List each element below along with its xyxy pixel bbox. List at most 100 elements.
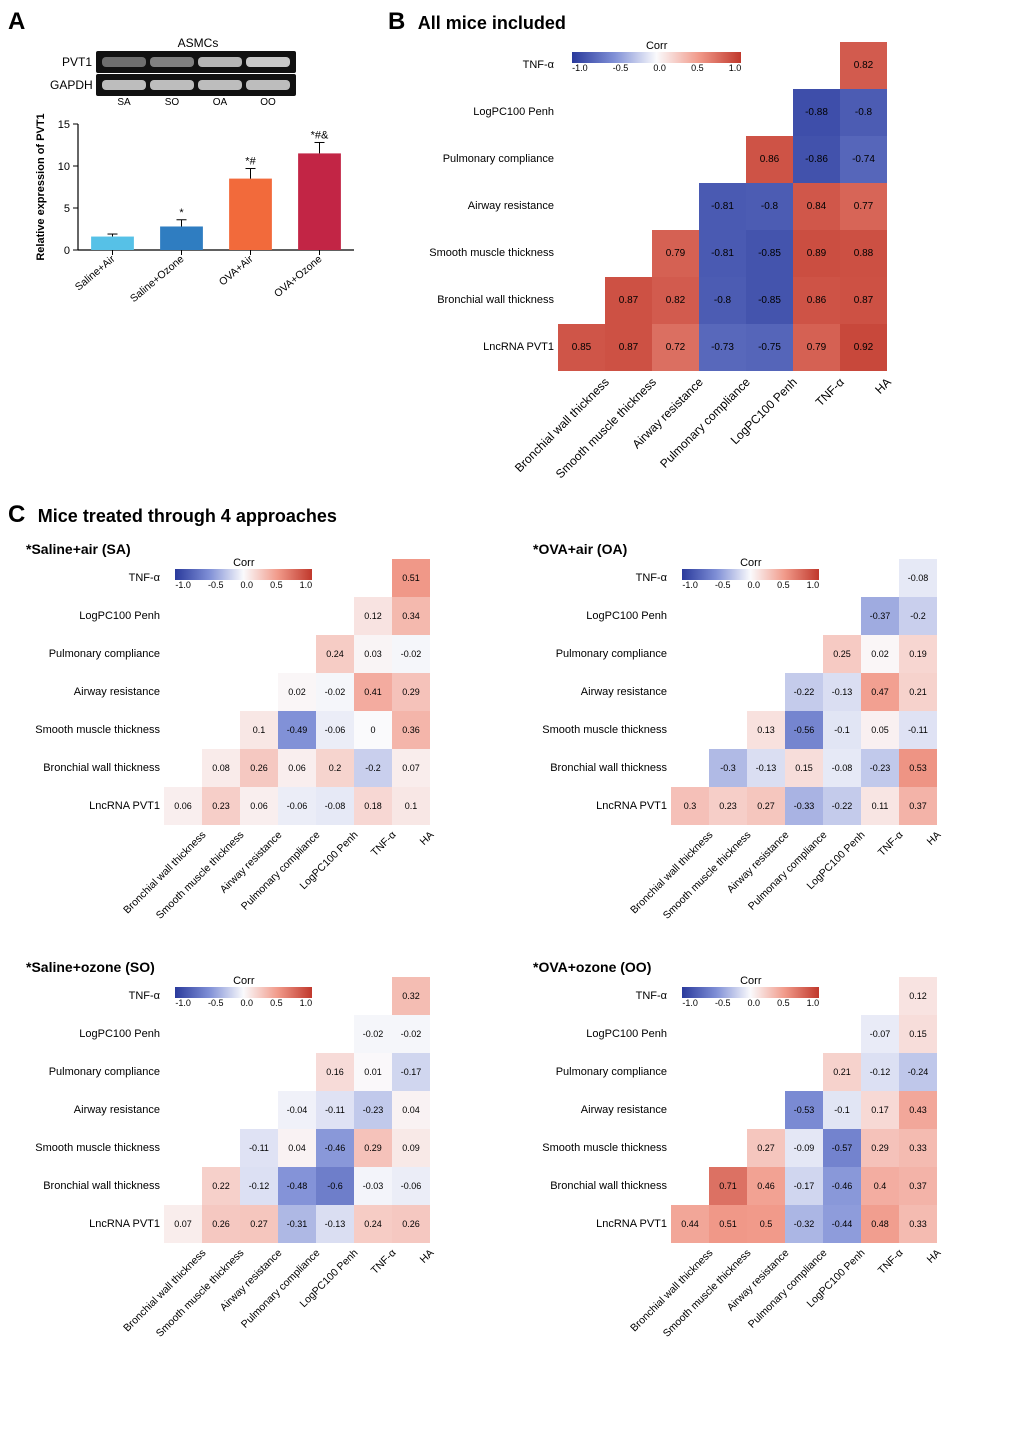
heatmap-row-label: Smooth muscle thickness [398,230,554,277]
legend-title: Corr [682,975,819,987]
heatmap-cell: -0.13 [747,749,785,787]
subpanel-title: *OVA+air (OA) [533,541,1012,557]
heatmap-cell: -0.57 [823,1129,861,1167]
heatmap-cell: -0.1 [823,711,861,749]
heatmap-cell: -0.02 [316,673,354,711]
heatmap-cell: 0.34 [392,597,430,635]
heatmap-row-label: LogPC100 Penh [521,1015,667,1053]
heatmap-cell: 0.41 [354,673,392,711]
legend-colorbar [682,987,819,998]
heatmap-cell: -0.1 [823,1091,861,1129]
heatmap-cell: 0.07 [164,1205,202,1243]
legend-tick: -0.5 [715,998,731,1008]
bar [298,153,341,250]
heatmap-cell: -0.07 [861,1015,899,1053]
correlation-heatmap: TNF-αLogPC100 PenhPulmonary complianceAi… [398,42,891,501]
heatmap-cell: 0.43 [899,1091,937,1129]
heatmap-cell: -0.09 [785,1129,823,1167]
heatmap-row-label: Smooth muscle thickness [521,1129,667,1167]
heatmap-cell: 0.24 [354,1205,392,1243]
heatmap-cell: -0.8 [746,183,793,230]
heatmap-cell: 0.72 [652,324,699,371]
heatmap-cell: 0.29 [392,673,430,711]
legend-tick: 0.5 [270,580,283,590]
legend-tick: 1.0 [300,580,313,590]
heatmap-cell: -0.8 [840,89,887,136]
heatmap-cell: -0.12 [240,1167,278,1205]
heatmap-cell: 0.03 [354,635,392,673]
heatmap-cell: 0.84 [793,183,840,230]
legend-title: Corr [175,975,312,987]
heatmap-cell: -0.11 [316,1091,354,1129]
gel-band [198,80,242,90]
heatmap-cell: -0.06 [278,787,316,825]
heatmap-cell: -0.11 [240,1129,278,1167]
legend: Corr-1.0-0.50.00.51.0 [175,975,312,1008]
panel-a-label: A [8,8,25,35]
heatmap-cell: -0.13 [316,1205,354,1243]
panel-b-label: B [388,8,405,35]
heatmap-cell: -0.53 [785,1091,823,1129]
heatmap-cell: -0.08 [316,787,354,825]
heatmap-cell: 0.92 [840,324,887,371]
heatmap-cell: -0.74 [840,136,887,183]
heatmap-cell: 0.71 [709,1167,747,1205]
heatmap-cell: 0.29 [354,1129,392,1167]
heatmap-cell: 0.04 [392,1091,430,1129]
correlation-heatmap: TNF-αLogPC100 PenhPulmonary complianceAi… [521,559,941,943]
legend-tick: -0.5 [613,63,629,73]
heatmap-cell: 0.37 [899,1167,937,1205]
svg-text:*: * [179,207,184,219]
gel-band [102,57,146,67]
heatmap-cell: 0.11 [861,787,899,825]
legend-colorbar [175,569,312,580]
heatmap-cell: 0.12 [899,977,937,1015]
heatmap-cell: -0.23 [861,749,899,787]
lane-label: SO [148,97,196,108]
heatmap-cell: -0.04 [278,1091,316,1129]
gel-band [198,57,242,67]
heatmap-cell: 0.53 [899,749,937,787]
heatmap-row-label: LncRNA PVT1 [521,1205,667,1243]
panel-c-title: Mice treated through 4 approaches [38,506,337,526]
heatmap-cell: 0.82 [840,42,887,89]
heatmap-cell: 0.06 [240,787,278,825]
heatmap-cell: 0.86 [746,136,793,183]
gel-row-label: GAPDH [50,78,96,92]
correlation-heatmap: TNF-αLogPC100 PenhPulmonary complianceAi… [521,977,941,1361]
heatmap-cell: -0.11 [899,711,937,749]
heatmap-cell: -0.31 [278,1205,316,1243]
legend-tick: 0.5 [270,998,283,1008]
gel-band [246,57,290,67]
heatmap-cell: -0.22 [823,787,861,825]
heatmap-row-label: LncRNA PVT1 [14,1205,160,1243]
heatmap-cell: 0.26 [202,1205,240,1243]
legend: Corr-1.0-0.50.00.51.0 [682,557,819,590]
heatmap-cell: -0.73 [699,324,746,371]
heatmap-cell: -0.02 [354,1015,392,1053]
heatmap-cell: -0.85 [746,277,793,324]
heatmap-cell: -0.48 [278,1167,316,1205]
heatmap-cell: 0.22 [202,1167,240,1205]
heatmap-cell: 0.08 [202,749,240,787]
heatmap-cell: 0.47 [861,673,899,711]
heatmap-cell: 0.37 [899,787,937,825]
legend-tick: 1.0 [807,580,820,590]
gel-band [150,80,194,90]
heatmap-cell: 0.2 [316,749,354,787]
heatmap-cell: 0.26 [392,1205,430,1243]
heatmap-cell: 0.87 [605,324,652,371]
bar [91,237,134,250]
legend-tick: 0.5 [777,998,790,1008]
heatmap-row-label: Bronchial wall thickness [521,1167,667,1205]
heatmap-cell: -0.02 [392,635,430,673]
panel-c-subpanel: *OVA+air (OA) TNF-αLogPC100 PenhPulmonary… [515,535,1012,943]
heatmap-cell: 0.25 [823,635,861,673]
heatmap-row-label: Airway resistance [14,1091,160,1129]
heatmap-cell: -0.44 [823,1205,861,1243]
legend-tick: 1.0 [300,998,313,1008]
legend-tick: -1.0 [175,998,191,1008]
heatmap-cell: 0.3 [671,787,709,825]
heatmap-cell: 0.27 [747,787,785,825]
legend-colorbar [572,52,741,63]
